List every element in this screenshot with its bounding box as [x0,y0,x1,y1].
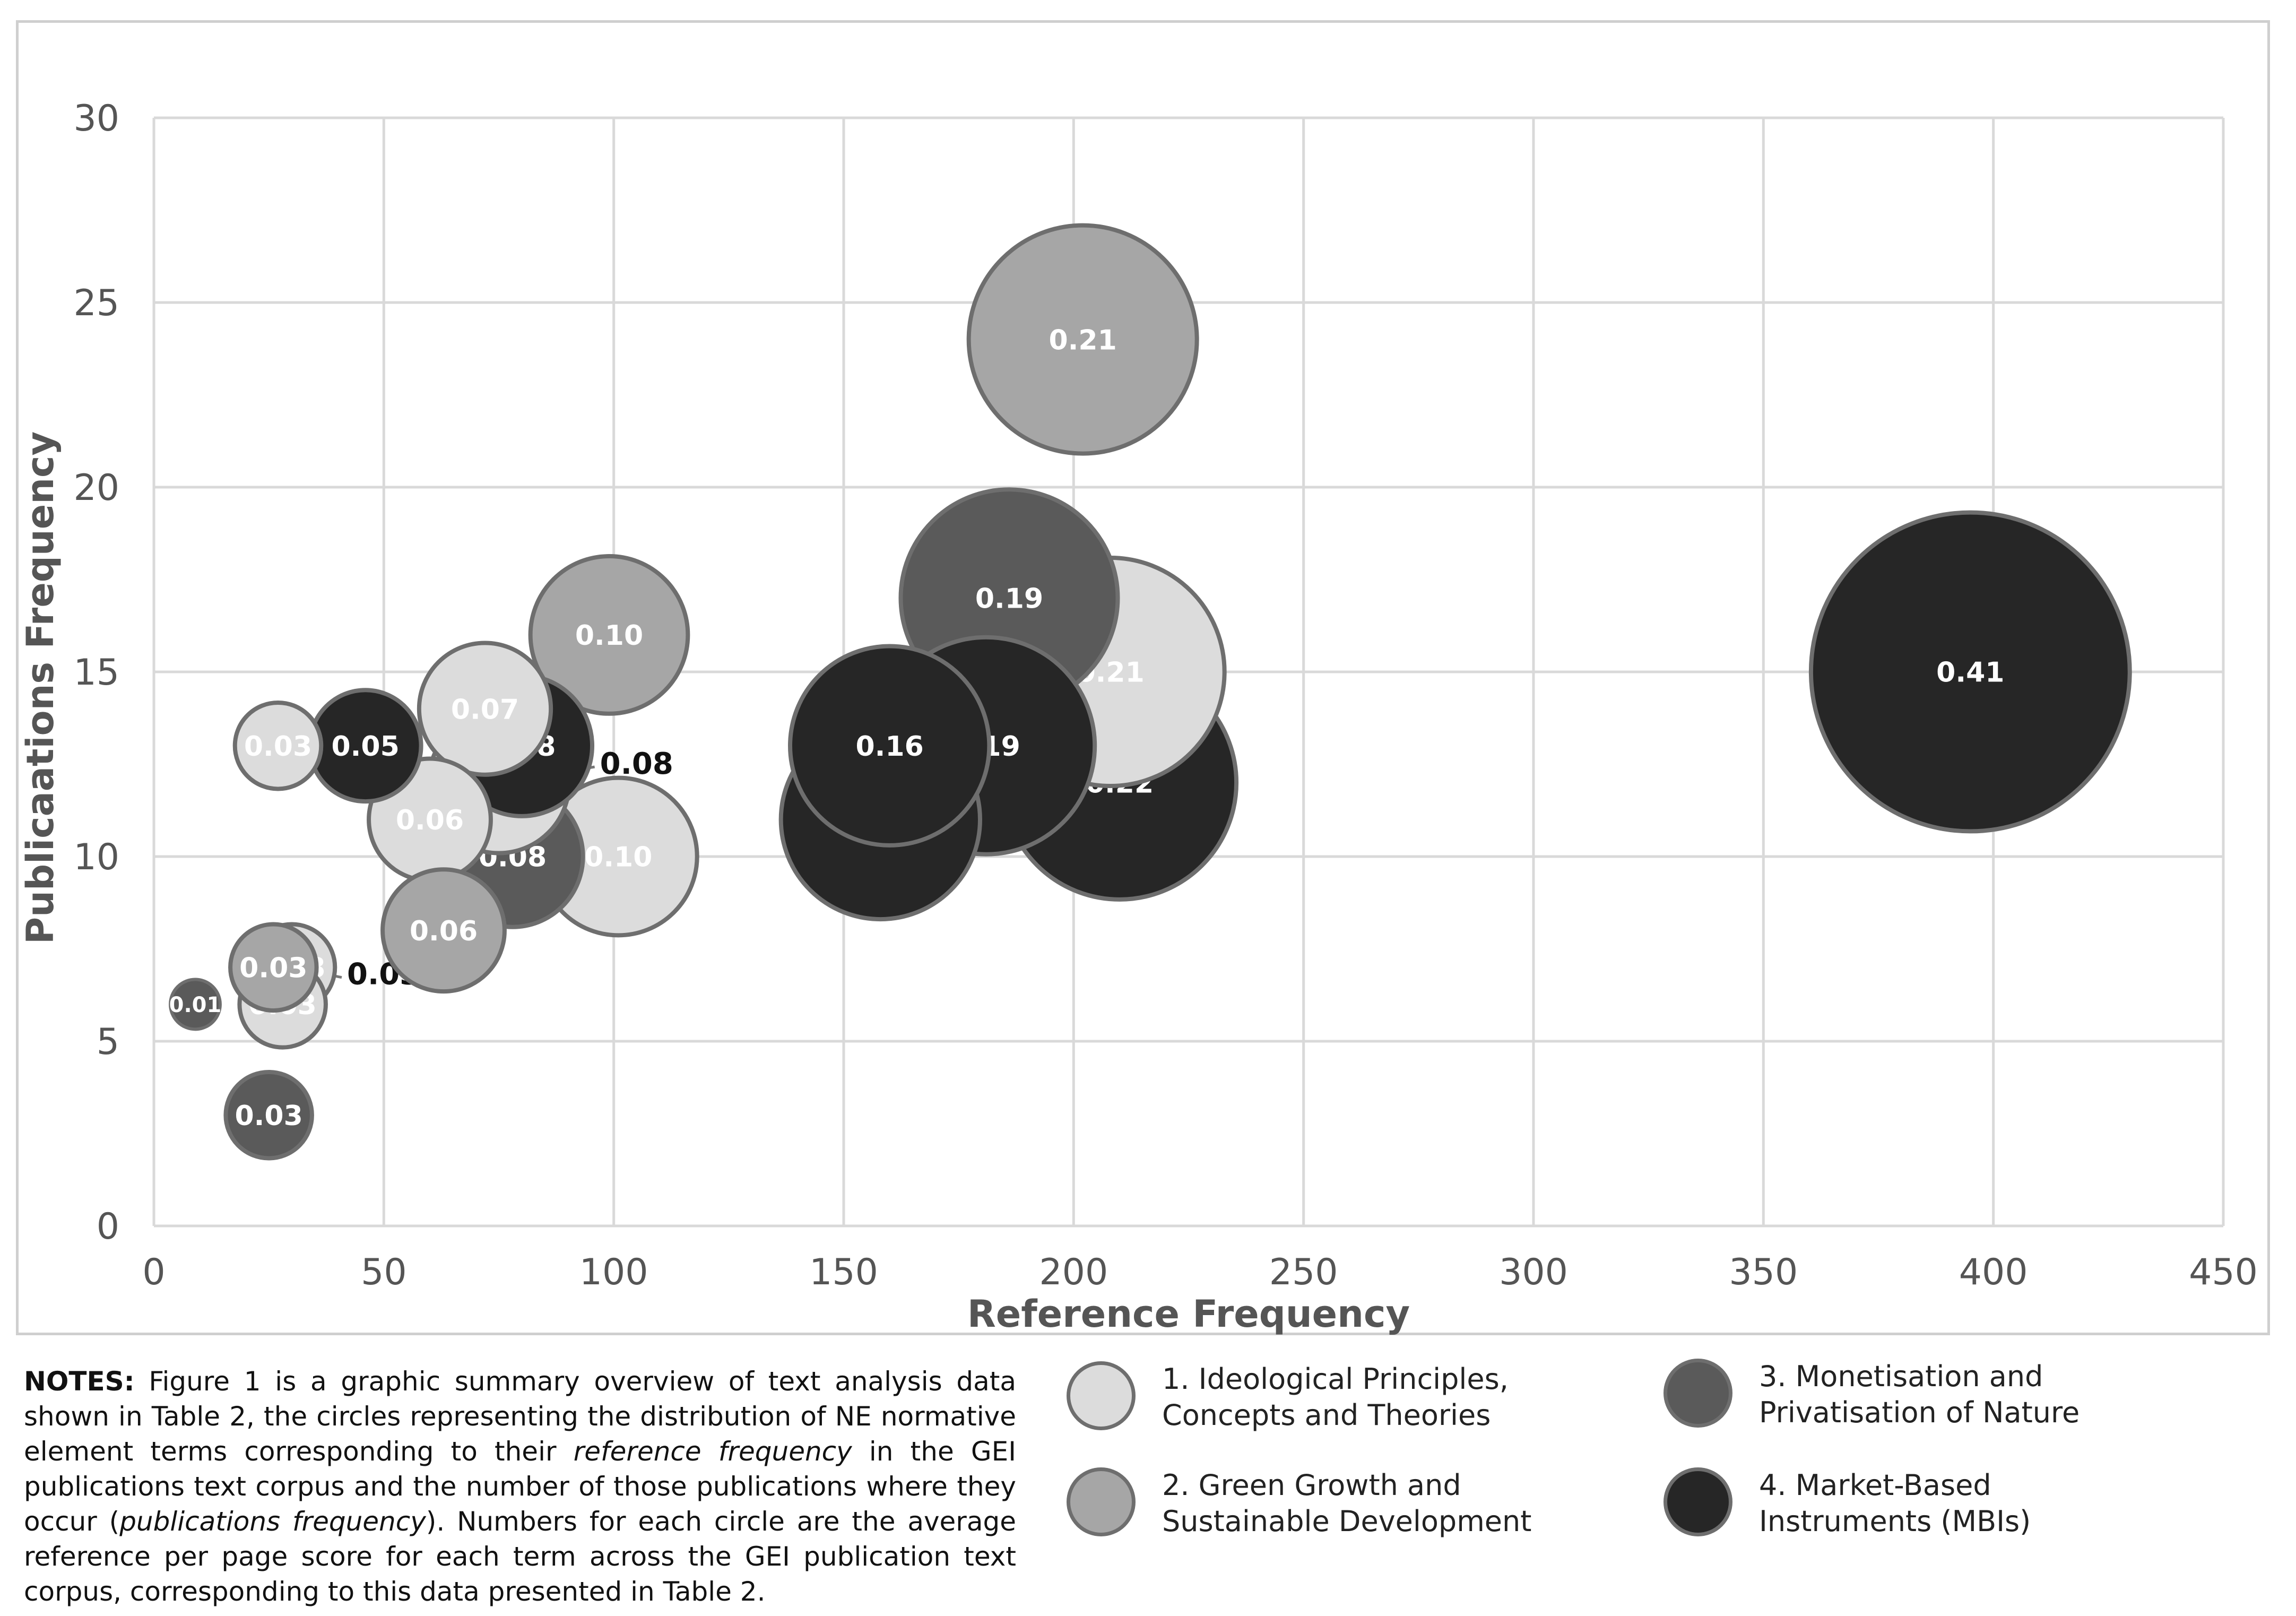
y-tick-label: 0 [97,1206,119,1248]
notes-heading: NOTES: [24,1366,135,1397]
bubble [528,554,690,716]
bubble-label: 0.19 [975,583,1043,615]
bubble-label: 0.16 [856,731,924,763]
bubble-label: 0.41 [1936,657,2004,689]
callout-label: 0.08 [600,747,673,781]
y-tick-label: 25 [73,282,119,324]
x-tick-label: 250 [1269,1251,1338,1293]
notes-text-2: in the GEI publications text corpus and … [24,1436,1017,1537]
y-tick-label: 10 [73,836,119,878]
legend-item-2: 2. Green Growth and Sustainable Developm… [1067,1467,1533,1540]
legend-swatch-4 [1663,1467,1732,1536]
x-axis-title: Reference Frequency [967,1292,1410,1336]
bubble-label: 0.06 [396,805,464,836]
y-tick-label: 15 [73,652,119,694]
legend-item-1: 1. Ideological Principles, Concepts and … [1067,1361,1533,1433]
notes-text-3: ). Numbers for each circle are the avera… [24,1506,1017,1607]
x-tick-label: 150 [809,1251,878,1293]
bubble-label: 0.10 [584,842,652,874]
x-tick-label: 50 [361,1251,407,1293]
legend-swatch-3 [1663,1359,1732,1428]
bubble [169,978,222,1031]
notes-text-1: Figure 1 is a graphic summary overview o… [24,1366,1016,1467]
bubble [223,1069,314,1161]
bubble-label: 0.03 [235,1100,303,1132]
bubble-label: 0.21 [1049,324,1117,356]
legend-label-1: 1. Ideological Principles, Concepts and … [1162,1362,1509,1432]
y-axis-title: Publicaations Frequency [19,431,62,944]
bubble [787,644,992,848]
x-tick-label: 200 [1039,1251,1108,1293]
bubbles: 0.410.220.210.210.190.190.160.160.100.10… [169,223,2132,1161]
bubble [966,223,1199,456]
legend-item-4: 4. Market-Based Instruments (MBIs) [1663,1467,2130,1540]
tick-labels: 0 50 100 150 200 250 300 350 400 450 0 5 10 15 20 25 30 [73,98,2257,1293]
bubble-label: 0.05 [332,731,400,763]
x-tick-label: 0 [142,1251,165,1293]
x-tick-label: 300 [1499,1251,1568,1293]
legend-swatch-1 [1067,1361,1136,1430]
legend-label-3: 3. Monetisation and Privatisation of Nat… [1759,1360,2080,1429]
bubble-label: 0.10 [575,620,643,652]
legend-label-4: 4. Market-Based Instruments (MBIs) [1759,1468,2031,1538]
bubble-label: 0.01 [169,993,222,1017]
bubble-label: 0.03 [244,731,312,763]
bubble [417,641,553,777]
bubble [228,922,319,1013]
legend-label-2: 2. Green Growth and Sustainable Developm… [1162,1468,1532,1538]
bubble-label: 0.06 [410,915,478,947]
bubble [232,700,324,791]
chart-frame [16,20,2270,1335]
notes-emphasis-reference-frequency: reference frequency [573,1436,852,1467]
notes-paragraph: NOTES: Figure 1 is a graphic summary ove… [24,1364,1016,1609]
y-tick-label: 30 [73,98,119,140]
bubble-label: 0.03 [239,953,307,984]
bubble-label: 0.07 [451,694,519,725]
bubble [1808,510,2132,834]
legend-swatch-2 [1067,1467,1136,1536]
x-tick-label: 100 [579,1251,648,1293]
bubble [380,867,507,994]
y-tick-label: 5 [97,1021,119,1063]
y-tick-label: 20 [73,467,119,509]
x-tick-label: 400 [1959,1251,2028,1293]
notes-emphasis-publications-frequency: publications frequency [119,1506,426,1537]
legend-item-3: 3. Monetisation and Privatisation of Nat… [1663,1359,2130,1431]
x-tick-label: 350 [1729,1251,1798,1293]
x-tick-label: 450 [2189,1251,2258,1293]
bubble-chart: 0 50 100 150 200 250 300 350 400 450051015202530 … [19,98,2258,1336]
